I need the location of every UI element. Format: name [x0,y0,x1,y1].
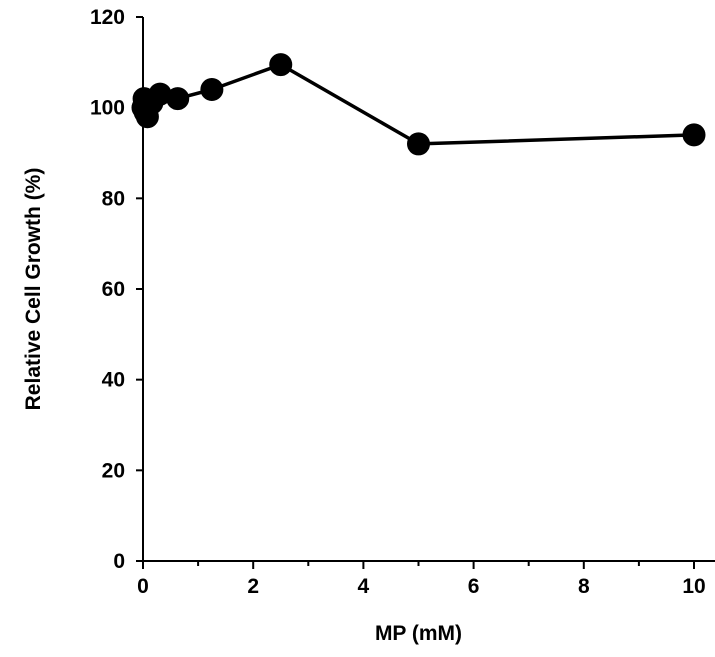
data-point [269,53,293,77]
x-tick-label: 10 [682,575,705,598]
y-tick-label: 20 [102,459,125,482]
y-tick-label: 60 [102,278,125,301]
x-tick-label: 8 [578,575,590,598]
y-tick-label: 100 [90,97,125,120]
y-axis-title: Relative Cell Growth (%) [22,168,45,411]
x-tick-label: 6 [468,575,480,598]
data-point [407,132,430,156]
y-tick-label: 40 [102,369,125,392]
series-line [141,62,695,146]
y-tick-label: 0 [113,550,125,573]
x-axis-title: MP (mM) [375,622,462,645]
x-tick-label: 4 [358,575,370,598]
data-point [166,87,190,111]
x-tick-label: 0 [137,575,149,598]
series [131,53,706,156]
ticks: 0 20 40 60 80 100 120 0 2 4 6 8 10 [90,6,706,598]
data-point [200,78,224,102]
axes [142,17,715,562]
y-tick-label: 120 [90,6,125,29]
x-tick-label: 2 [247,575,259,598]
data-point [682,123,706,147]
y-tick-label: 80 [102,187,125,210]
